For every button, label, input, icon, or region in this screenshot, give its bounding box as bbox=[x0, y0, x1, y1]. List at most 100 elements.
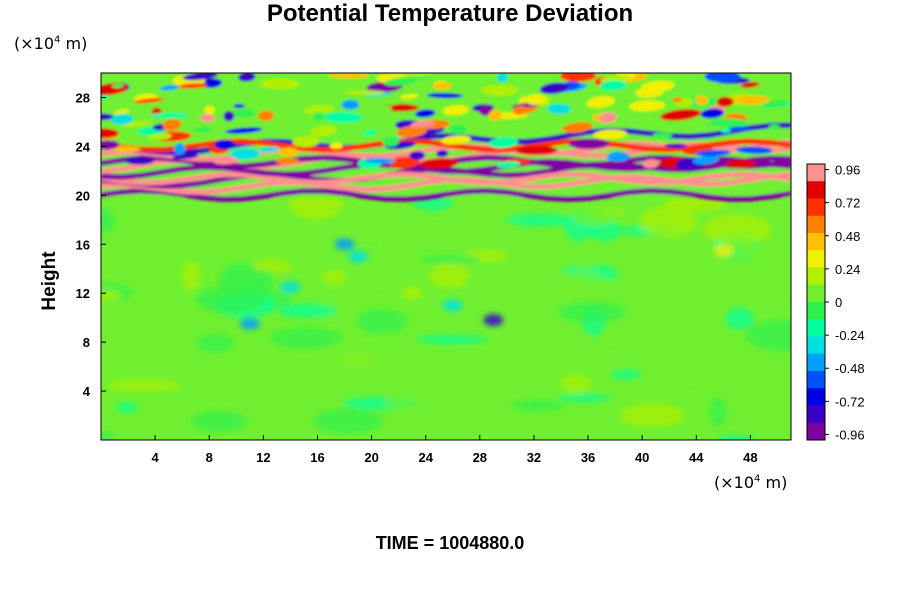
colorbar-tick-label: -0.24 bbox=[835, 328, 865, 343]
y-tick-label: 20 bbox=[76, 188, 90, 203]
field-patch bbox=[746, 319, 791, 352]
field-patch bbox=[512, 106, 529, 115]
field-patch bbox=[652, 132, 673, 139]
field-patch bbox=[223, 111, 235, 122]
colorbar-swatch bbox=[807, 388, 825, 406]
field-patch bbox=[396, 125, 428, 138]
field-patch bbox=[419, 158, 459, 169]
field-patch bbox=[672, 97, 683, 103]
x-tick-label: 36 bbox=[581, 450, 595, 465]
field-vortex bbox=[348, 250, 369, 263]
field-patch bbox=[693, 155, 719, 165]
field-patch bbox=[310, 125, 337, 137]
field-vortex bbox=[402, 287, 423, 300]
field-patch bbox=[539, 82, 570, 94]
field-patch bbox=[101, 290, 122, 302]
y-tick-label: 4 bbox=[83, 384, 91, 399]
field-patch bbox=[270, 327, 343, 349]
field-patch bbox=[610, 369, 642, 380]
y-tick-label: 8 bbox=[83, 335, 90, 350]
field-patch bbox=[560, 374, 591, 392]
field-patch bbox=[148, 133, 172, 141]
field-patch bbox=[259, 146, 280, 153]
field-patch bbox=[480, 84, 519, 96]
field-patch bbox=[660, 109, 702, 121]
colorbar-swatch bbox=[807, 181, 825, 199]
field-patch bbox=[105, 379, 181, 391]
colorbar-swatch bbox=[807, 233, 825, 251]
field-band bbox=[101, 171, 791, 186]
field-patch bbox=[313, 408, 383, 434]
colorbar-swatch bbox=[807, 250, 825, 268]
field-patch bbox=[199, 113, 215, 123]
field-patch bbox=[101, 243, 149, 274]
plot-frame bbox=[100, 72, 792, 441]
field-vortex bbox=[442, 299, 463, 312]
field-patch bbox=[148, 112, 189, 119]
field-vortex bbox=[334, 238, 355, 251]
field-patch bbox=[193, 126, 213, 133]
colorbar-tick-label: -0.72 bbox=[835, 394, 865, 409]
field-patch bbox=[740, 81, 760, 88]
field-patch bbox=[695, 95, 709, 106]
field-patch bbox=[361, 216, 399, 240]
field-patch bbox=[649, 290, 674, 307]
y-tick-label: 24 bbox=[76, 139, 91, 154]
y-tick-label: 28 bbox=[76, 90, 90, 105]
colorbar-tick-label: 0.72 bbox=[835, 196, 860, 211]
field-vortex bbox=[483, 314, 504, 327]
colorbar-tick-label: 0.24 bbox=[835, 262, 860, 277]
field-patch bbox=[515, 145, 558, 155]
field-band bbox=[101, 188, 791, 203]
colorbar-swatch bbox=[807, 353, 825, 372]
field-patch bbox=[574, 260, 597, 270]
field-patch bbox=[716, 435, 757, 440]
field-patch bbox=[292, 135, 321, 148]
field-patch bbox=[593, 129, 628, 140]
colorbar-swatch bbox=[807, 164, 825, 182]
colorbar-swatch bbox=[807, 319, 825, 337]
y-axis: 4 8 12 16 20 24 28 bbox=[76, 90, 106, 399]
field-patch bbox=[322, 112, 364, 123]
field-patch bbox=[415, 109, 436, 118]
colorbar-swatch bbox=[807, 302, 825, 320]
colorbar-swatch bbox=[807, 267, 825, 286]
x-tick-label: 48 bbox=[743, 450, 757, 465]
colorbar-tick-label: -0.96 bbox=[835, 427, 865, 442]
field-patch bbox=[426, 92, 463, 99]
colorbar-tick-label: 0 bbox=[835, 295, 842, 310]
field-patch bbox=[429, 263, 470, 289]
field-patch bbox=[196, 334, 235, 353]
field-patch bbox=[753, 298, 786, 312]
field-patch bbox=[640, 206, 698, 238]
field-patch bbox=[416, 334, 488, 345]
x-tick-label: 16 bbox=[310, 450, 324, 465]
field-patch bbox=[442, 105, 469, 116]
field-patch bbox=[341, 99, 360, 110]
colorbar-swatch bbox=[807, 422, 825, 441]
field-patch bbox=[101, 431, 115, 440]
field-patch bbox=[708, 118, 749, 128]
field-patch bbox=[385, 389, 433, 412]
colorbar: 0.96 0.72 0.48 0.24 0 -0.24 -0.48 -0.72 -0.96 bbox=[806, 163, 865, 442]
field-patch bbox=[133, 97, 165, 104]
field-patch bbox=[508, 379, 540, 394]
field-patch bbox=[195, 285, 266, 314]
field-patch bbox=[258, 110, 275, 121]
field-patch bbox=[225, 127, 263, 134]
field-patch bbox=[238, 73, 256, 82]
field-patch bbox=[700, 108, 724, 119]
field-patch bbox=[322, 269, 346, 285]
x-tick-label: 20 bbox=[364, 450, 378, 465]
colorbar-swatch bbox=[807, 284, 825, 303]
field-patch bbox=[488, 109, 502, 121]
colorbar-swatch bbox=[807, 371, 825, 389]
field-patch bbox=[313, 111, 325, 122]
field-patch bbox=[362, 130, 377, 136]
field-patch bbox=[381, 100, 402, 106]
field-patch bbox=[111, 83, 124, 88]
field-patch bbox=[586, 96, 615, 109]
field-patch bbox=[587, 353, 629, 367]
field-vortex bbox=[280, 281, 301, 294]
colorbar-tick-label: -0.48 bbox=[835, 361, 865, 376]
